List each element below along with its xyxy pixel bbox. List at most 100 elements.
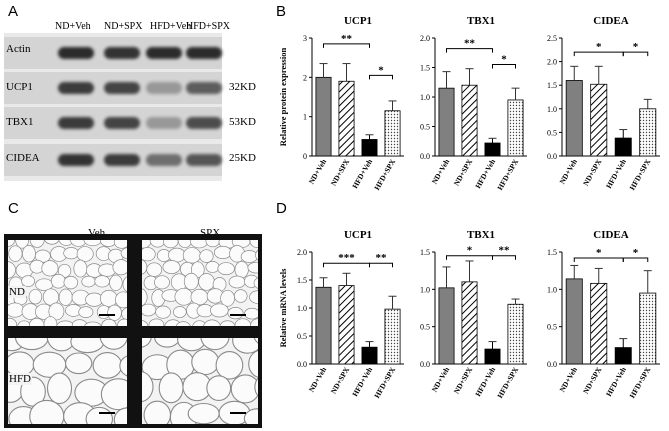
y-tick-label: 0.5 [297, 332, 307, 341]
chart-b-ucp1: UCP1 Relative protein expression 0 1 2 3 ND+Ve… [278, 14, 410, 205]
significance-label: * [633, 247, 639, 259]
x-tick-label: ND+SPX [329, 365, 352, 395]
x-tick-label: HFD+SPX [372, 157, 397, 192]
y-tick-label: 1.0 [297, 304, 307, 313]
x-tick-label: HFD+SPX [628, 365, 653, 400]
bar [507, 99, 524, 157]
scale-bar [99, 412, 115, 414]
y-tick-label: 1.5 [420, 64, 430, 73]
y-tick-label: 0.0 [297, 360, 307, 369]
scale-bar [230, 314, 246, 316]
blot-band [58, 47, 94, 59]
bar [590, 282, 608, 365]
bar [315, 286, 332, 365]
significance-label: * [633, 41, 639, 53]
significance-bracket [323, 43, 370, 48]
chart-title: TBX1 [467, 229, 495, 241]
x-tick-label: HFD+Veh [350, 157, 374, 190]
bar [565, 80, 583, 157]
chart-title: UCP1 [344, 229, 372, 241]
x-tick-label: HFD+SPX [495, 157, 520, 192]
y-tick-label: 0.0 [547, 152, 557, 161]
y-tick-label: 0 [303, 152, 307, 161]
significance-bracket [369, 74, 393, 80]
blot-band [146, 117, 182, 129]
significance-label: * [467, 245, 473, 257]
y-tick-label: 0.5 [420, 123, 430, 132]
bar [507, 303, 524, 365]
chart-title: TBX1 [467, 15, 495, 27]
chart-title: CIDEA [593, 229, 629, 241]
y-tick-label: 2 [303, 73, 307, 82]
x-tick-label: HFD+Veh [350, 365, 374, 398]
blot-band [146, 82, 182, 94]
bar [338, 285, 355, 365]
bar [614, 347, 632, 365]
x-tick-label: ND+SPX [329, 157, 352, 187]
blot-band [58, 117, 94, 129]
bar [438, 287, 455, 365]
x-tick-label: HFD+Veh [604, 365, 628, 398]
blot-band [104, 117, 140, 129]
molecular-weight-label: 25KD [229, 152, 256, 164]
panel-letter-d: D [276, 200, 287, 217]
bar [484, 348, 501, 365]
significance-label: ** [464, 38, 476, 50]
blot-row-label: Actin [6, 43, 31, 55]
y-tick-label: 1.0 [547, 105, 557, 114]
bar [565, 278, 583, 365]
x-tick-label: ND+SPX [581, 365, 604, 395]
chart-title: CIDEA [593, 15, 629, 27]
significance-label: ** [499, 245, 511, 257]
blot-band [104, 154, 140, 166]
significance-bracket [446, 48, 493, 53]
y-tick-label: 2.0 [547, 58, 557, 67]
bar [361, 139, 378, 157]
x-tick-label: ND+Veh [430, 157, 452, 186]
blot-row-label: UCP1 [6, 81, 33, 93]
scale-bar [230, 412, 246, 414]
scale-bar [99, 314, 115, 316]
y-tick-label: 1.5 [547, 81, 557, 90]
chart-b-tbx1: TBX1 0.0 0.5 1.0 1.5 2.0 ND+Veh ND+SPX HFD+Veh HF… [413, 14, 533, 205]
x-tick-label: HFD+Veh [473, 365, 497, 398]
significance-bracket [492, 64, 516, 69]
significance-label: * [501, 54, 507, 66]
x-tick-label: ND+SPX [452, 157, 475, 187]
y-tick-label: 1.0 [420, 93, 430, 102]
bar [361, 346, 378, 365]
y-tick-label: 1 [303, 113, 307, 122]
blot-image [4, 33, 222, 181]
chart-title: UCP1 [344, 15, 372, 27]
histology-row-label: HFD [8, 373, 33, 385]
lane-label-2: ND+SPX [104, 21, 143, 32]
chart-d-ucp1: UCP1 Relative mRNA levels 0.0 0.5 1.0 1.5 2.0 N… [278, 228, 410, 425]
histology-row-label: ND [8, 286, 26, 298]
bar [461, 84, 478, 157]
blot-band [104, 82, 140, 94]
x-tick-label: ND+Veh [430, 365, 452, 394]
x-tick-label: ND+Veh [307, 157, 329, 186]
y-tick-label: 1.5 [297, 276, 307, 285]
chart-d-cidea: CIDEA 0.0 0.5 1.0 1.5 ND+Veh ND+SPX HFD+Veh HFD+… [540, 228, 666, 425]
blot-band [146, 47, 182, 59]
blot-band [146, 154, 182, 166]
blot-band [58, 154, 94, 166]
histology-image-hfd-spx [142, 338, 258, 424]
y-axis-label: Relative mRNA levels [278, 268, 288, 348]
y-tick-label: 3 [303, 34, 307, 43]
significance-bracket [622, 257, 649, 262]
y-tick-label: 1.0 [547, 285, 557, 294]
bar [384, 110, 401, 157]
blot-row-label: CIDEA [6, 152, 40, 164]
y-tick-label: 1.5 [420, 248, 430, 257]
x-tick-label: ND+SPX [452, 365, 475, 395]
x-tick-label: ND+SPX [581, 157, 604, 187]
histology-grid [4, 234, 262, 428]
blot-row-label: TBX1 [6, 116, 34, 128]
lane-label-4: HFD+SPX [186, 21, 230, 32]
bar [590, 83, 608, 157]
significance-label: * [596, 41, 602, 53]
blot-band [186, 117, 222, 129]
y-tick-label: 2.5 [547, 34, 557, 43]
